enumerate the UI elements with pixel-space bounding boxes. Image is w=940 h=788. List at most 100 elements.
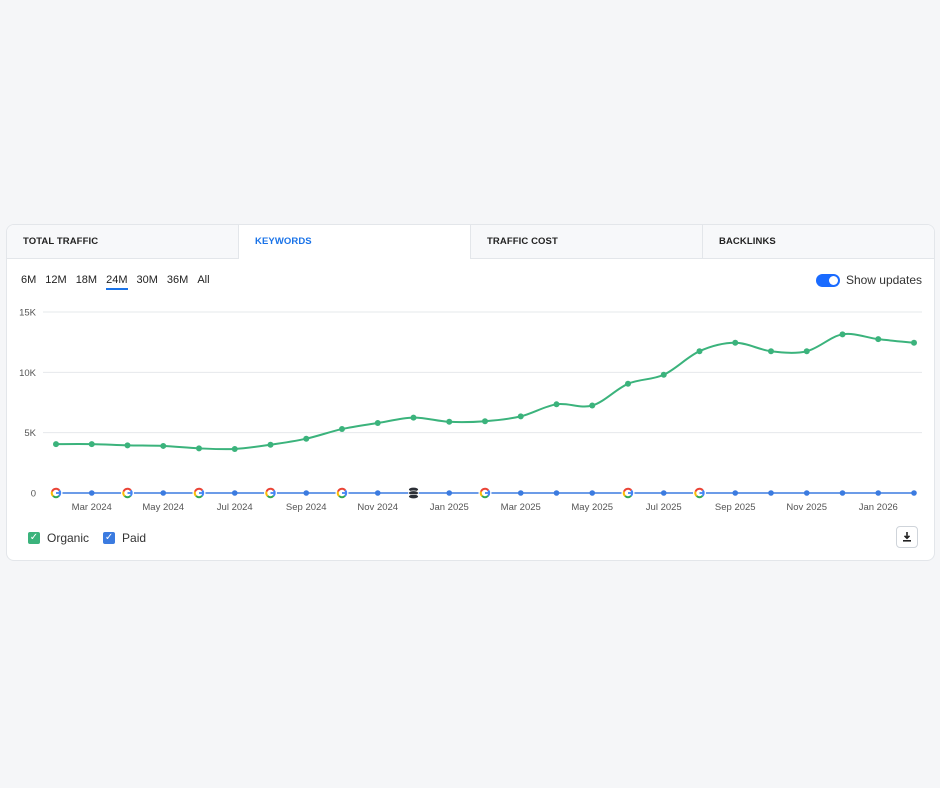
tab-traffic-cost[interactable]: TRAFFIC COST (471, 225, 703, 258)
google-icon (335, 486, 349, 500)
show-updates-toggle[interactable] (815, 273, 840, 287)
organic-point (553, 401, 560, 408)
download-button[interactable] (896, 526, 918, 548)
toggle-knob (828, 275, 838, 285)
google-icon (621, 486, 635, 500)
organic-point (231, 445, 238, 452)
google-icon (121, 486, 134, 500)
paid-point (839, 490, 846, 496)
paid-point (231, 490, 238, 496)
google-icon-arc (481, 495, 489, 499)
organic-point (839, 331, 846, 338)
paid-point (88, 490, 95, 496)
paid-point (660, 490, 667, 496)
google-icon-arc (123, 495, 132, 499)
download-icon (903, 532, 911, 542)
google-icon (264, 486, 277, 500)
tab-keywords[interactable]: KEYWORDS (239, 225, 471, 259)
database-icon-disk (408, 493, 419, 500)
legend-organic[interactable]: ✓ Organic (28, 531, 89, 545)
organic-point (267, 441, 274, 448)
y-tick-label: 10K (19, 368, 37, 379)
paid-point (732, 490, 739, 496)
organic-point (732, 339, 739, 346)
x-tick-label: Jan 2026 (859, 502, 898, 513)
google-icon-arc (480, 487, 489, 493)
y-tick-label: 15K (19, 308, 37, 319)
period-30m[interactable]: 30M (136, 274, 158, 286)
organic-point (196, 445, 202, 452)
period-12m[interactable]: 12M (45, 274, 67, 286)
google-icon-arc (623, 487, 632, 493)
organic-point (875, 336, 882, 343)
google-icon-arc (122, 491, 126, 497)
x-tick-label: Mar 2024 (72, 502, 112, 513)
tab-total-traffic[interactable]: TOTAL TRAFFIC (7, 225, 239, 258)
google-icon-arc (338, 495, 346, 499)
organic-point (911, 339, 917, 346)
google-icon-arc (194, 487, 203, 493)
paid-point (875, 490, 882, 496)
organic-point (768, 348, 774, 355)
tab-backlinks[interactable]: BACKLINKS (719, 236, 776, 247)
organic-point (88, 441, 95, 448)
period-24m[interactable]: 24M (106, 274, 128, 290)
organic-point (482, 418, 488, 425)
x-tick-label: Nov 2025 (786, 502, 827, 513)
google-icon-arc (694, 487, 704, 493)
paid-point (589, 490, 596, 496)
keywords-widget: TOTAL TRAFFIC KEYWORDS TRAFFIC COST BACK… (6, 224, 935, 561)
x-tick-label: May 2024 (142, 502, 184, 513)
period-6m[interactable]: 6M (21, 274, 37, 286)
google-icon-arc (52, 495, 60, 499)
legend-organic-label: Organic (47, 531, 90, 545)
paid-point (768, 490, 774, 496)
google-icon-arc (122, 487, 132, 493)
organic-point (410, 414, 417, 421)
legend-paid-label: Paid (122, 531, 147, 545)
google-icon-arc (265, 487, 275, 493)
x-tick-label: Jul 2024 (217, 502, 253, 513)
google-icon (49, 486, 63, 500)
google-icon-arc (337, 487, 346, 493)
organic-point (339, 426, 345, 433)
google-icon-arc (695, 495, 704, 499)
google-icon-arc (195, 495, 203, 499)
paid-point (160, 490, 167, 496)
organic-point (625, 380, 631, 387)
database-icon (408, 486, 419, 500)
y-tick-label: 0 (31, 489, 36, 500)
google-icon-arc (336, 491, 340, 497)
keywords-chart: 0 5K 10K 15K Mar 2024 May 2024 Jul 2024 Sep 202… (19, 308, 922, 513)
google-icon-arc (50, 491, 54, 497)
organic-point (160, 442, 167, 449)
organic-checkbox[interactable]: ✓ (28, 532, 40, 544)
organic-point (589, 402, 596, 409)
legend-paid[interactable]: ✓ Paid (103, 531, 146, 545)
google-icon-arc (265, 491, 269, 497)
organic-point (696, 348, 703, 355)
organic-point (803, 348, 810, 355)
google-icon (192, 486, 206, 500)
period-all[interactable]: All (197, 274, 210, 286)
organic-point (53, 441, 59, 448)
period-36m[interactable]: 36M (166, 274, 189, 286)
paid-point (446, 490, 453, 496)
paid-point (803, 490, 810, 496)
show-updates-label: Show updates (845, 273, 922, 287)
organic-point (517, 413, 524, 420)
organic-point (303, 435, 310, 442)
period-18m[interactable]: 18M (75, 274, 98, 286)
x-tick-label: Jul 2025 (646, 502, 682, 513)
google-icon-arc (193, 491, 197, 497)
y-tick-label: 5K (24, 428, 36, 439)
paid-point (303, 490, 310, 496)
paid-checkbox[interactable]: ✓ (103, 532, 116, 544)
x-tick-label: Sep 2024 (286, 502, 327, 513)
x-tick-label: May 2025 (571, 502, 613, 513)
paid-point (553, 490, 560, 496)
google-icon (693, 486, 706, 500)
google-icon-arc (624, 495, 632, 499)
chart-legend: ✓ Organic ✓ Paid (28, 531, 146, 545)
metric-tabs: TOTAL TRAFFIC KEYWORDS TRAFFIC COST BACK… (7, 225, 934, 259)
